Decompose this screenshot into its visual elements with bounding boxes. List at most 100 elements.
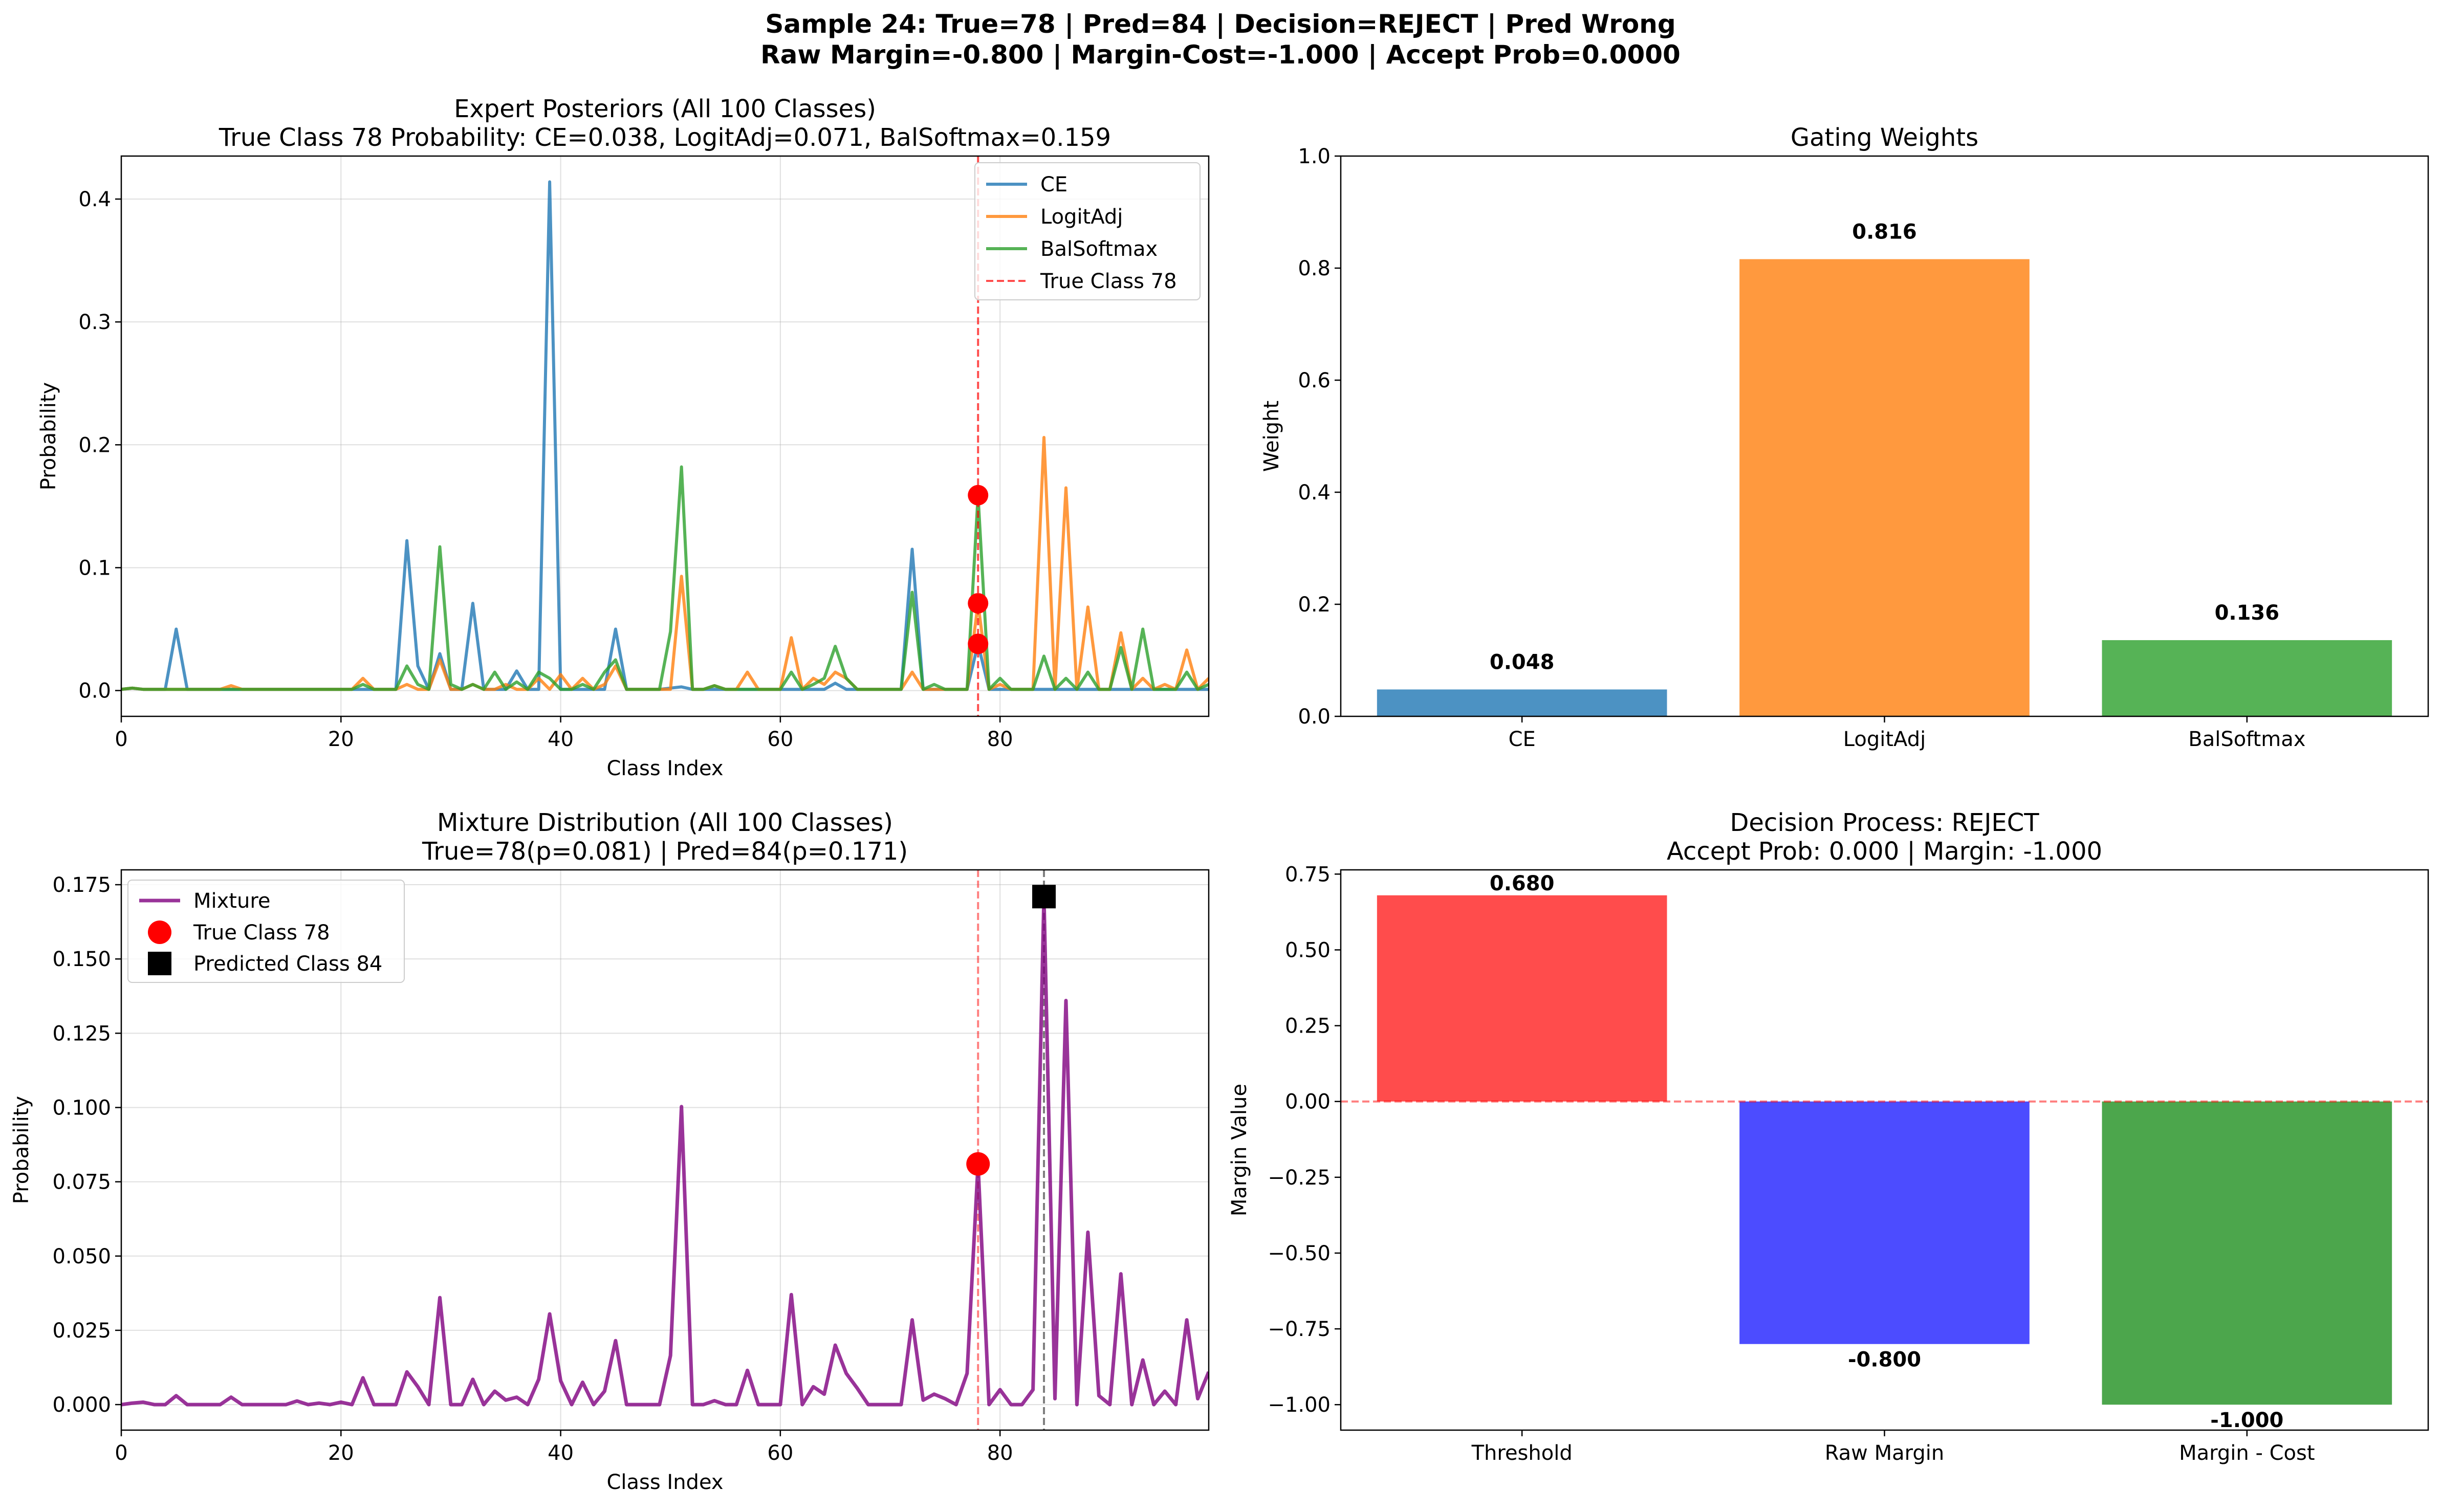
legend-box — [974, 162, 1201, 300]
gating-xtick-label: LogitAdj — [1843, 728, 1926, 751]
mixture-ytick-label: 0.100 — [52, 1096, 111, 1120]
series-line-balsoftmax — [121, 465, 1209, 691]
gating-ytick-label: 0.6 — [1298, 369, 1331, 392]
bar-value-label: -1.000 — [2210, 1409, 2283, 1432]
mixture-ytick-label: 0.050 — [52, 1245, 111, 1268]
bar-margin-cost — [2102, 1101, 2392, 1405]
legend-swatch — [148, 921, 171, 944]
posteriors-ytick-label: 0.0 — [78, 680, 111, 703]
legend-label: True Class 78 — [193, 921, 330, 945]
expert-posteriors-panel: 0.0 0.1 0.2 0.3 0.4 0 20 40 60 80 Expert Posterior… — [37, 95, 1210, 780]
decision-xtick-label: Raw Margin — [1825, 1441, 1944, 1465]
decision-process-panel: −1.00 −0.75 −0.50 −0.25 0.00 0.25 0.50 0.75 0.68… — [1228, 808, 2429, 1465]
mixture-xtick-label: 20 — [328, 1441, 354, 1465]
bar-ce — [1377, 689, 1667, 716]
legend-label: CE — [1040, 173, 1067, 196]
decision-ytick-label: −1.00 — [1268, 1393, 1331, 1417]
mixture-legend: Mixture True Class 78 Predicted Class 84 — [127, 880, 405, 983]
legend-label: LogitAdj — [1040, 205, 1123, 229]
posteriors-ylabel: Probability — [37, 382, 60, 490]
posteriors-xtick-label: 40 — [548, 728, 574, 751]
decision-ytick-label: 0.25 — [1285, 1015, 1331, 1038]
true-class-point — [966, 1152, 990, 1176]
legend-label: True Class 78 — [1040, 270, 1177, 293]
mixture-xlabel: Class Index — [606, 1471, 723, 1494]
series-line-logitadj — [121, 435, 1209, 691]
posteriors-ytick-label: 0.4 — [78, 188, 111, 211]
decision-xtick-label: Margin - Cost — [2179, 1441, 2315, 1465]
mixture-axes-frame — [120, 869, 1210, 1431]
mixture-ytick-label: 0.000 — [52, 1393, 111, 1417]
posteriors-xtick-label: 60 — [767, 728, 793, 751]
mixture-xtick-label: 60 — [767, 1441, 793, 1465]
gating-ytick-label: 0.8 — [1298, 257, 1331, 280]
gating-ytick-label: 0.4 — [1298, 481, 1331, 505]
mixture-ytick-label: 0.075 — [52, 1171, 111, 1194]
gating-ytick-label: 1.0 — [1298, 145, 1331, 168]
gating-ylabel: Weight — [1260, 401, 1283, 472]
decision-title-line2: Accept Prob: 0.000 | Margin: -1.000 — [1667, 837, 2102, 866]
mixture-xtick-label: 80 — [987, 1441, 1013, 1465]
posteriors-title-line2: True Class 78 Probability: CE=0.038, Log… — [219, 123, 1111, 152]
mixture-plot-area — [121, 870, 1209, 1430]
bar-logitadj — [1739, 259, 2030, 717]
decision-title-line1: Decision Process: REJECT — [1730, 808, 2039, 837]
mixture-title-line1: Mixture Distribution (All 100 Classes) — [437, 808, 893, 837]
posteriors-plot-area — [121, 156, 1209, 716]
mixture-ytick-label: 0.125 — [52, 1022, 111, 1045]
decision-ytick-label: −0.75 — [1268, 1318, 1331, 1341]
figure-suptitle-line1: Sample 24: True=78 | Pred=84 | Decision=… — [765, 9, 1675, 39]
mixture-ytick-label: 0.175 — [52, 873, 111, 897]
legend-label: Predicted Class 84 — [193, 952, 382, 976]
bar-value-label: 0.680 — [1490, 872, 1555, 895]
legend-box — [127, 880, 405, 983]
legend-label: BalSoftmax — [1040, 237, 1158, 261]
posteriors-xtick-label: 20 — [328, 728, 354, 751]
decision-xtick-label: Threshold — [1471, 1441, 1573, 1465]
bar-value-label: 0.136 — [2215, 601, 2280, 625]
posteriors-ytick-label: 0.1 — [78, 556, 111, 580]
gating-axes-frame — [1340, 155, 2429, 717]
mixture-xtick-label: 0 — [115, 1441, 127, 1465]
mixture-ylabel: Probability — [10, 1096, 33, 1204]
true-class-point — [968, 593, 989, 614]
decision-axes-frame — [1340, 869, 2429, 1431]
posteriors-xlabel: Class Index — [606, 757, 723, 780]
posteriors-ytick-label: 0.2 — [78, 433, 111, 457]
gating-title-line1: Gating Weights — [1791, 123, 1978, 152]
posteriors-axes-frame — [120, 155, 1210, 717]
posteriors-xtick-label: 0 — [115, 728, 127, 751]
decision-ytick-label: −0.50 — [1268, 1242, 1331, 1265]
decision-ylabel: Margin Value — [1228, 1084, 1251, 1216]
posteriors-title-line1: Expert Posteriors (All 100 Classes) — [454, 95, 876, 123]
pred-class-point — [1032, 885, 1056, 909]
mixture-ytick-label: 0.025 — [52, 1319, 111, 1343]
mixture-ytick-label: 0.150 — [52, 948, 111, 971]
bar-balsoftmax — [2102, 640, 2392, 716]
gating-xtick-label: CE — [1509, 728, 1536, 751]
decision-ytick-label: 0.75 — [1285, 863, 1331, 886]
posteriors-ytick-label: 0.3 — [78, 311, 111, 334]
decision-ytick-label: 0.50 — [1285, 938, 1331, 962]
figure-suptitle-line2: Raw Margin=-0.800 | Margin-Cost=-1.000 |… — [760, 40, 1681, 70]
gating-ytick-label: 0.0 — [1298, 705, 1331, 729]
series-line-mixture — [121, 894, 1209, 1407]
mixture-distribution-panel: 0.000 0.025 0.050 0.075 0.100 0.125 0.150 0.175… — [10, 808, 1210, 1494]
posteriors-xtick-label: 80 — [987, 728, 1013, 751]
bar-threshold — [1377, 895, 1667, 1102]
mixture-title-line2: True=78(p=0.081) | Pred=84(p=0.171) — [422, 837, 908, 866]
true-class-point — [968, 633, 989, 654]
bar-value-label: 0.048 — [1490, 650, 1555, 674]
gating-weights-panel: 0.0 0.2 0.4 0.6 0.8 1.0 0.048 CE 0.816 LogitAdj 0.… — [1260, 123, 2429, 751]
decision-ytick-label: 0.00 — [1285, 1090, 1331, 1114]
gating-xtick-label: BalSoftmax — [2188, 728, 2305, 751]
legend-label: Mixture — [193, 889, 271, 913]
posteriors-legend: CE LogitAdj BalSoftmax True Class 78 — [974, 162, 1201, 300]
legend-swatch — [148, 952, 171, 975]
bar-value-label: -0.800 — [1848, 1348, 1921, 1372]
bar-raw-margin — [1739, 1101, 2030, 1344]
bar-value-label: 0.816 — [1852, 220, 1917, 244]
mixture-xtick-label: 40 — [548, 1441, 574, 1465]
decision-ytick-label: −0.25 — [1268, 1166, 1331, 1190]
